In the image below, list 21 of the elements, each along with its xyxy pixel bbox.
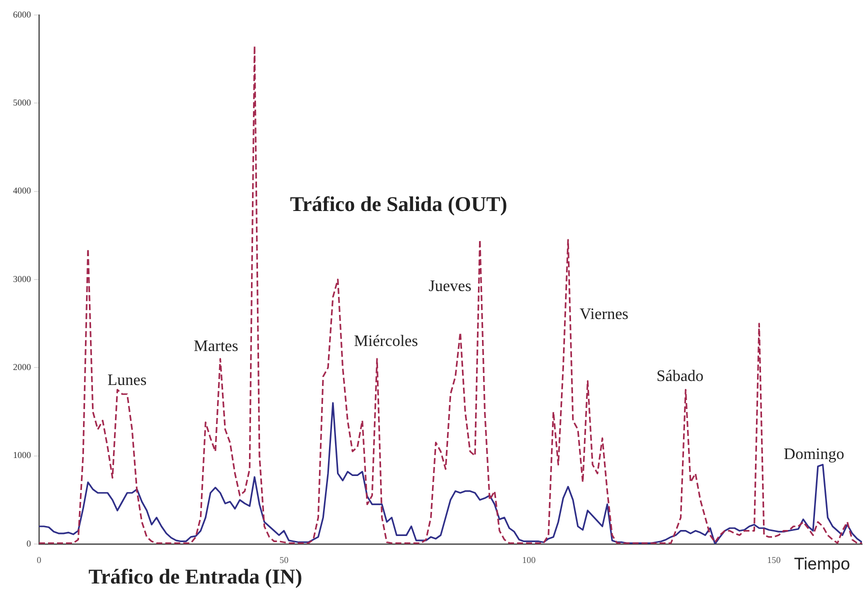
x-axis-title: Tiempo: [794, 554, 850, 574]
y-tick-label: 3000: [13, 274, 32, 284]
x-tick-label: 150: [767, 554, 782, 565]
annotation: Jueves: [428, 278, 472, 296]
annotation: Viernes: [580, 306, 628, 324]
y-tick-label: 1000: [13, 450, 32, 460]
annotation: Lunes: [107, 372, 147, 390]
annotation: Martes: [194, 338, 238, 356]
y-tick-label: 4000: [13, 186, 32, 196]
y-tick-label: 6000: [13, 9, 32, 20]
annotation: Miércoles: [354, 333, 418, 350]
y-tick-label: 2000: [13, 362, 32, 372]
y-tick-label: 5000: [13, 98, 32, 108]
series-label: Tráfico de Salida (OUT): [290, 192, 508, 216]
annotation: Sábado: [656, 368, 704, 386]
x-tick-label: 50: [279, 554, 289, 565]
annotation: Domingo: [784, 446, 844, 464]
x-tick-label: 100: [522, 554, 536, 565]
series-label: Tráfico de Entrada (IN): [88, 564, 302, 588]
x-tick-label: 0: [36, 554, 42, 565]
y-tick-label: 0: [26, 538, 32, 548]
